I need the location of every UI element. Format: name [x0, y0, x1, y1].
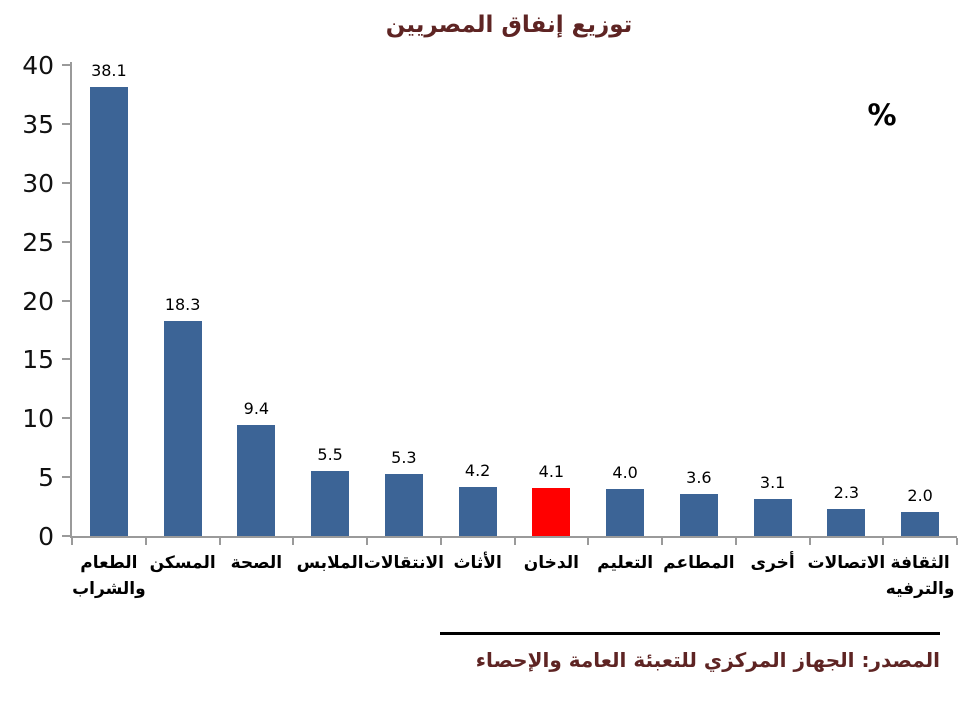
bar	[89, 87, 128, 536]
x-axis-category-label: أخرى	[750, 553, 795, 573]
x-axis-category-label: الملابس	[296, 553, 364, 573]
x-axis-tick	[71, 538, 73, 545]
y-axis-tick	[62, 476, 70, 479]
bar	[384, 473, 423, 536]
y-axis-tick-label: 35	[22, 109, 54, 139]
y-axis-tick-label: 10	[22, 404, 54, 434]
x-axis-tick	[218, 538, 221, 545]
bar	[753, 499, 792, 536]
y-axis-tick	[62, 240, 70, 243]
x-axis-category-label: التعليم	[597, 553, 654, 573]
x-axis-tick	[587, 538, 590, 545]
y-axis-tick	[62, 358, 70, 361]
x-axis-category-label: المسكن	[149, 553, 216, 573]
x-axis-tick	[882, 538, 885, 545]
x-axis-tick	[734, 538, 737, 545]
source-text: المصدر: الجهاز المركزي للتعبئة العامة وا…	[475, 648, 940, 672]
bar-value-label: 38.1	[91, 61, 127, 81]
y-axis-tick	[62, 417, 70, 420]
chart-title: توزيع إنفاق المصريين	[385, 12, 633, 38]
bar	[606, 488, 645, 536]
y-axis-tick-label: 20	[22, 286, 54, 316]
bar	[679, 493, 718, 536]
y-axis-tick-label: 15	[22, 345, 54, 375]
bar-value-label: 3.1	[759, 473, 786, 493]
x-axis-category-label: الاتصالات	[807, 553, 886, 573]
y-axis-tick	[62, 299, 70, 302]
bar	[163, 320, 202, 536]
x-axis-category-label: المطاعم	[663, 553, 735, 573]
percent-unit-label: %	[867, 98, 897, 132]
y-axis-tick	[62, 535, 70, 537]
x-axis-category-label: الأثاث	[453, 553, 502, 573]
x-axis-tick	[292, 538, 295, 545]
x-axis-tick	[661, 538, 663, 545]
y-axis-tick-label: 25	[22, 227, 54, 257]
bar-value-label: 9.4	[243, 399, 270, 419]
x-axis	[70, 536, 957, 538]
bar	[311, 471, 350, 536]
bar-value-label: 4.0	[612, 462, 638, 482]
bar	[901, 512, 940, 536]
bar-value-label: 4.1	[538, 461, 565, 481]
x-axis-category-label: الصحة	[230, 553, 283, 573]
y-axis-tick-label: 0	[38, 522, 54, 551]
separator-line	[440, 632, 940, 635]
x-axis-tick	[144, 538, 147, 545]
y-axis	[70, 62, 72, 536]
bar-value-label: 5.3	[391, 447, 417, 467]
y-axis-tick	[62, 64, 70, 66]
y-axis-tick	[62, 122, 70, 125]
bar-value-label: 18.3	[164, 294, 201, 314]
bar-value-label: 2.3	[833, 482, 860, 502]
bar-highlighted	[532, 487, 571, 536]
bar-value-label: 4.2	[464, 460, 491, 480]
bar	[458, 486, 497, 536]
bar-value-label: 2.0	[907, 486, 933, 506]
y-axis-tick-label: 30	[22, 168, 54, 198]
x-axis-tick	[366, 538, 368, 545]
x-axis-category-label: الطعام والشراب	[72, 553, 146, 600]
y-axis-tick	[62, 181, 70, 184]
x-axis-tick	[956, 538, 958, 545]
bar-value-label: 5.5	[317, 445, 343, 465]
x-axis-category-label: الانتقالات	[363, 553, 444, 573]
bar-value-label: 3.6	[686, 467, 712, 487]
x-axis-category-label: الدخان	[523, 553, 579, 573]
bar	[237, 425, 276, 536]
x-axis-category-label: الثقافة والترفيه	[885, 553, 955, 600]
x-axis-tick	[439, 538, 442, 545]
x-axis-tick	[513, 538, 516, 545]
y-axis-tick-label: 40	[22, 51, 54, 80]
y-axis-tick-label: 5	[38, 463, 54, 493]
bar	[827, 508, 866, 536]
x-axis-tick	[808, 538, 811, 545]
